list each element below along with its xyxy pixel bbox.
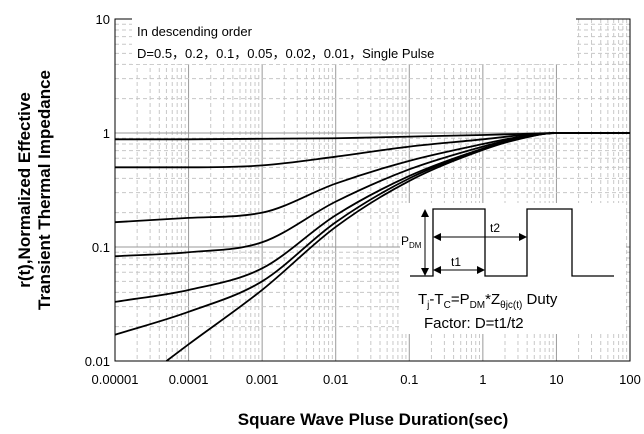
x-tick-label: 0.00001 — [92, 372, 139, 387]
x-tick-label: 0.1 — [400, 372, 418, 387]
y-tick-label: 10 — [96, 12, 110, 27]
x-tick-label: 0.001 — [246, 372, 279, 387]
series-layer — [114, 132, 630, 362]
formula-line-1: Tj-TC=PDM*Zθjc(t) Duty — [418, 291, 558, 311]
duty-cycle-inset: PDM t2 t1 Tj-TC=PDM*Zθjc(t) Duty Factor:… — [400, 203, 626, 334]
x-tick-label: 1 — [479, 372, 486, 387]
series-line-7 — [165, 132, 630, 362]
y-axis-title-line-1: r(t),Normalized Effective — [15, 92, 34, 288]
x-tick-label: 100 — [619, 372, 641, 387]
tick-labels: 0.00001 0.0001 0.001 0.01 0.1 1 10 100 0.01 0.1 1 1… — [85, 12, 641, 387]
annotation-line-1: In descending order — [137, 24, 253, 39]
pulse-waveform — [410, 208, 614, 277]
x-tick-label: 0.01 — [323, 372, 348, 387]
t2-arrow-head-left — [433, 233, 441, 241]
y-tick-label: 0.01 — [85, 354, 110, 369]
y-tick-label: 0.1 — [92, 240, 110, 255]
t1-label: t1 — [451, 255, 461, 269]
x-tick-label: 10 — [549, 372, 563, 387]
x-axis-title: Square Wave Pluse Duration(sec) — [238, 410, 509, 429]
pdm-arrow-head-top — [421, 209, 429, 217]
x-tick-label: 0.0001 — [169, 372, 209, 387]
y-axis-title-line-2: Transient Thermal Impedance — [35, 70, 54, 310]
annotation-box — [132, 16, 576, 64]
t1-arrow-head-left — [433, 266, 441, 274]
t1-arrow-head-right — [477, 266, 485, 274]
pdm-label: PDM — [401, 234, 422, 250]
formula-line-2: Factor: D=t1/t2 — [424, 315, 524, 332]
annotation-line-2: D=0.5，0.2，0.1，0.05，0.02，0.01，Single Puls… — [137, 46, 434, 61]
t2-label: t2 — [490, 221, 500, 235]
y-tick-label: 1 — [103, 126, 110, 141]
t2-arrow-head-right — [519, 233, 527, 241]
pdm-arrow-head-bottom — [421, 268, 429, 276]
